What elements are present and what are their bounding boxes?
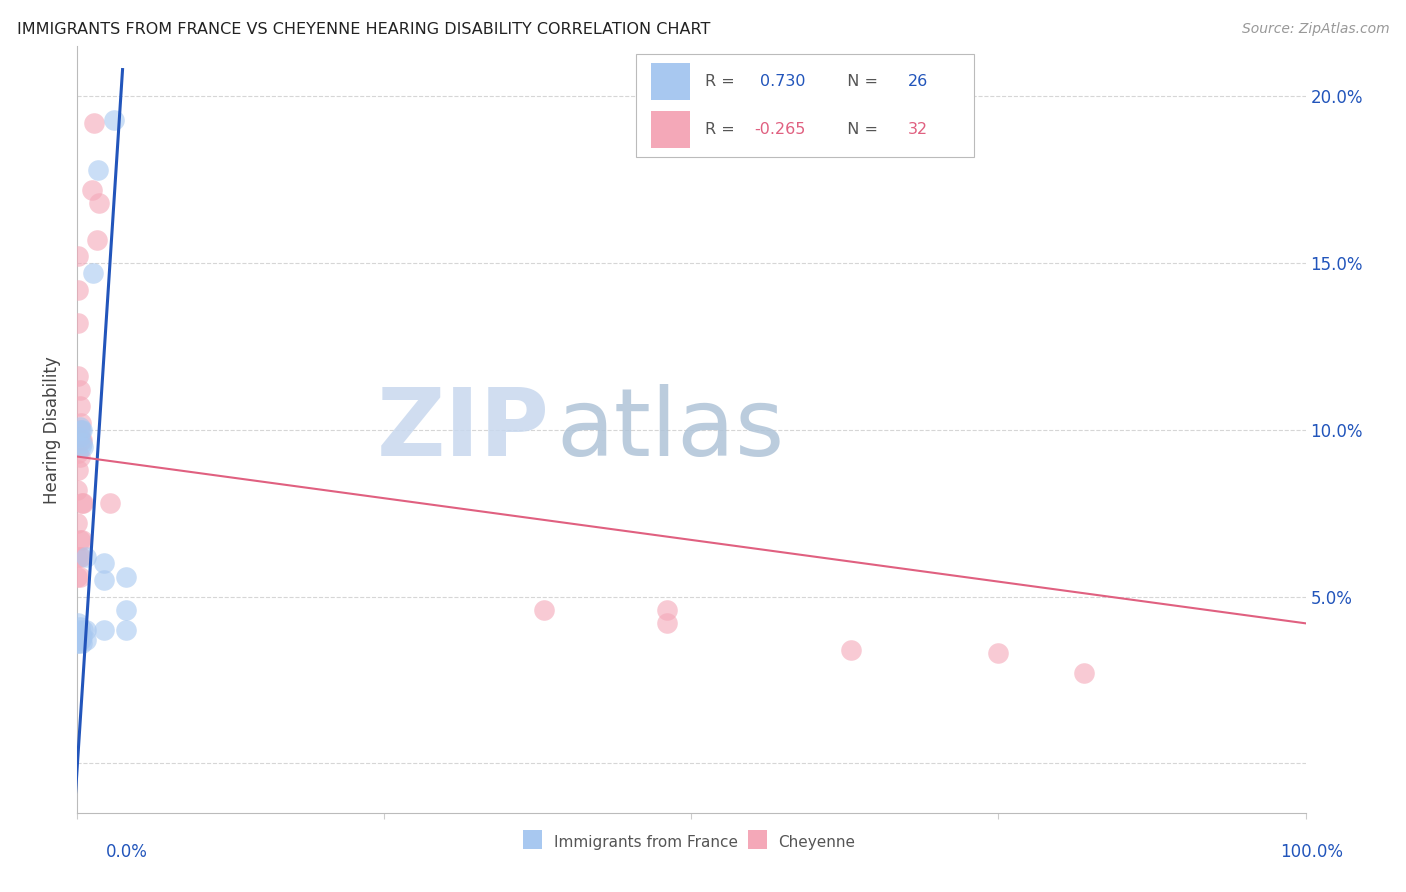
Point — [69, 549, 91, 564]
Point — [86, 233, 108, 247]
Point — [67, 446, 90, 460]
Point — [70, 496, 93, 510]
Text: 100.0%: 100.0% — [1279, 843, 1343, 861]
Point — [66, 483, 89, 497]
Point — [82, 266, 104, 280]
Point — [70, 433, 93, 447]
Text: R =: R = — [704, 122, 740, 137]
Point — [66, 630, 89, 644]
Point — [70, 436, 93, 450]
Point — [75, 623, 97, 637]
Point — [75, 549, 97, 564]
Point — [67, 283, 90, 297]
Point — [70, 533, 93, 547]
Point — [69, 549, 91, 564]
Point — [66, 569, 89, 583]
Point — [93, 556, 115, 570]
Point — [72, 440, 94, 454]
Point — [72, 496, 94, 510]
Point — [70, 423, 93, 437]
Y-axis label: Hearing Disability: Hearing Disability — [44, 356, 60, 504]
Point — [69, 383, 91, 397]
Text: Cheyenne: Cheyenne — [779, 836, 855, 850]
Text: IMMIGRANTS FROM FRANCE VS CHEYENNE HEARING DISABILITY CORRELATION CHART: IMMIGRANTS FROM FRANCE VS CHEYENNE HEARI… — [17, 22, 710, 37]
Point — [93, 623, 115, 637]
Point — [987, 646, 1010, 660]
Point — [67, 316, 90, 330]
Point — [93, 573, 115, 587]
Point — [839, 643, 862, 657]
Text: 32: 32 — [907, 122, 928, 137]
Point — [67, 623, 90, 637]
Text: N =: N = — [838, 122, 883, 137]
Point — [83, 116, 105, 130]
Point — [69, 630, 91, 644]
Point — [1073, 666, 1095, 681]
Point — [67, 626, 90, 640]
Text: 0.0%: 0.0% — [105, 843, 148, 861]
Point — [69, 433, 91, 447]
Text: -0.265: -0.265 — [754, 122, 806, 137]
Point — [89, 196, 111, 211]
Point — [80, 183, 103, 197]
Text: atlas: atlas — [557, 384, 785, 475]
Point — [69, 423, 91, 437]
Point — [69, 400, 91, 414]
Bar — [651, 112, 690, 148]
Text: 26: 26 — [907, 74, 928, 89]
Point — [69, 569, 91, 583]
Text: Immigrants from France: Immigrants from France — [554, 836, 738, 850]
Point — [115, 603, 138, 617]
Point — [67, 636, 90, 650]
Point — [69, 632, 91, 647]
Point — [655, 616, 678, 631]
Point — [67, 616, 90, 631]
Text: R =: R = — [704, 74, 740, 89]
Point — [103, 112, 125, 127]
Point — [69, 416, 91, 430]
Text: N =: N = — [838, 74, 883, 89]
Point — [87, 162, 110, 177]
Point — [69, 450, 91, 464]
Point — [69, 423, 91, 437]
FancyBboxPatch shape — [636, 54, 974, 158]
Point — [66, 549, 89, 564]
Point — [67, 632, 90, 647]
Point — [69, 620, 91, 634]
Point — [67, 249, 90, 263]
Bar — [651, 63, 690, 100]
Point — [98, 496, 121, 510]
Point — [69, 429, 91, 443]
Point — [533, 603, 555, 617]
Point — [115, 623, 138, 637]
Point — [115, 569, 138, 583]
Point — [69, 632, 91, 647]
Text: 0.730: 0.730 — [761, 74, 806, 89]
Point — [69, 533, 91, 547]
Point — [70, 630, 93, 644]
Point — [69, 626, 91, 640]
Text: Source: ZipAtlas.com: Source: ZipAtlas.com — [1241, 22, 1389, 37]
Point — [72, 623, 94, 637]
Point — [66, 636, 89, 650]
Text: ZIP: ZIP — [377, 384, 550, 475]
Point — [66, 516, 89, 531]
Point — [67, 433, 90, 447]
Point — [67, 463, 90, 477]
Point — [67, 369, 90, 384]
Point — [655, 603, 678, 617]
Point — [70, 636, 93, 650]
Point — [69, 440, 91, 454]
Point — [69, 419, 91, 434]
Point — [75, 632, 97, 647]
